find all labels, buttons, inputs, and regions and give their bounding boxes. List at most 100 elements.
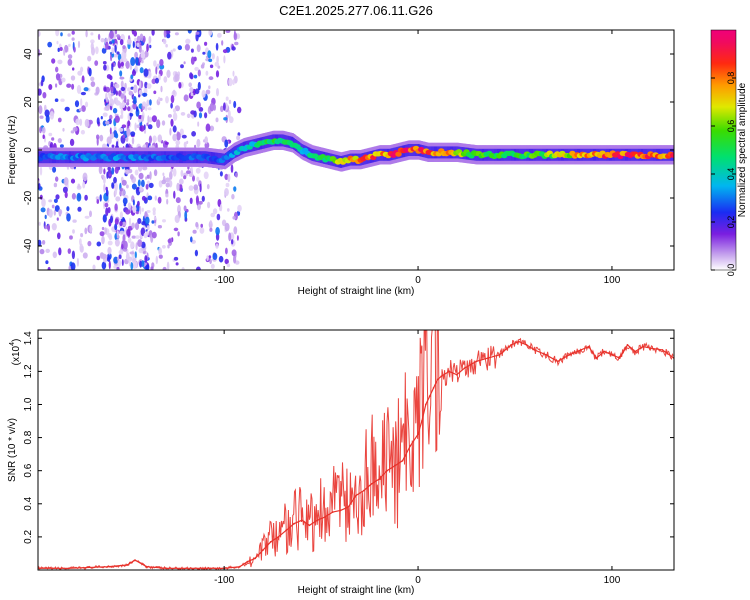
snr-data-point: [409, 445, 412, 447]
noise-speckle: [150, 266, 154, 270]
noise-speckle: [214, 61, 220, 67]
noise-speckle: [42, 126, 46, 134]
noise-speckle: [103, 201, 106, 210]
snr-data-point: [254, 557, 257, 560]
noise-speckle: [129, 251, 135, 255]
snr-data-point: [595, 357, 598, 359]
noise-speckle: [125, 252, 130, 261]
noise-speckle: [153, 216, 157, 221]
noise-speckle: [84, 118, 90, 128]
noise-speckle: [90, 81, 96, 87]
noise-speckle: [114, 239, 120, 247]
noise-speckle: [85, 30, 88, 38]
noise-speckle: [141, 114, 144, 122]
noise-speckle: [223, 55, 226, 64]
noise-speckle: [55, 176, 59, 182]
noise-speckle: [141, 195, 146, 201]
noise-speckle: [107, 255, 111, 262]
noise-speckle: [126, 38, 132, 45]
noise-speckle: [39, 194, 43, 200]
noise-speckle: [167, 114, 172, 118]
noise-speckle: [139, 126, 143, 131]
snr-data-point: [568, 353, 571, 356]
noise-speckle: [157, 225, 162, 229]
noise-speckle: [82, 252, 88, 259]
noise-speckle: [113, 126, 117, 132]
noise-speckle: [130, 174, 134, 180]
noise-speckle: [169, 127, 172, 136]
noise-speckle: [167, 244, 170, 249]
noise-speckle: [79, 243, 84, 252]
noise-speckle: [130, 86, 134, 90]
noise-speckle: [122, 58, 128, 63]
noise-speckle: [121, 101, 126, 109]
noise-speckle: [183, 205, 187, 212]
noise-speckle: [172, 125, 177, 133]
noise-speckle: [134, 51, 139, 59]
noise-speckle: [231, 46, 236, 51]
noise-speckle: [106, 96, 109, 103]
noise-speckle: [53, 209, 56, 216]
noise-speckle: [122, 134, 126, 139]
noise-speckle: [38, 239, 42, 247]
noise-speckle: [44, 104, 47, 112]
noise-speckle: [167, 238, 172, 244]
noise-speckle: [166, 261, 170, 270]
noise-speckle: [108, 260, 111, 270]
noise-speckle: [220, 105, 224, 113]
noise-speckle: [126, 228, 131, 237]
noise-speckle: [44, 225, 48, 230]
noise-speckle: [139, 33, 144, 42]
noise-speckle: [120, 93, 125, 99]
noise-speckle: [148, 135, 152, 144]
noise-speckle: [146, 83, 152, 89]
noise-speckle: [196, 44, 201, 53]
noise-speckle: [162, 219, 166, 223]
noise-speckle: [77, 183, 81, 189]
noise-speckle: [111, 182, 115, 189]
noise-speckle: [142, 92, 148, 97]
snr-y-multiplier-exponent: 4: [9, 342, 16, 346]
noise-speckle: [147, 124, 153, 130]
noise-speckle: [138, 94, 141, 98]
noise-speckle: [95, 196, 100, 201]
noise-speckle: [138, 44, 142, 53]
noise-speckle: [39, 115, 44, 119]
noise-speckle: [67, 54, 73, 59]
figure-title: C2E1.2025.277.06.11.G26: [279, 3, 433, 18]
snr-data-point: [448, 370, 450, 373]
noise-speckle: [59, 47, 63, 51]
noise-speckle: [149, 99, 152, 106]
noise-speckle: [117, 259, 122, 267]
noise-speckle: [119, 114, 123, 119]
noise-speckle: [149, 44, 152, 49]
noise-speckle: [165, 182, 170, 188]
noise-speckle: [227, 110, 231, 119]
snr-data-point: [165, 567, 167, 570]
noise-speckle: [143, 68, 149, 77]
noise-speckle: [173, 190, 176, 199]
noise-speckle: [48, 209, 53, 218]
noise-speckle: [84, 215, 90, 219]
snr-data-point: [355, 494, 357, 497]
snr-data-point: [68, 567, 70, 570]
noise-speckle: [195, 195, 199, 204]
noise-speckle: [195, 31, 200, 35]
noise-speckle: [200, 64, 205, 69]
noise-speckle: [66, 213, 71, 222]
noise-speckle: [221, 40, 224, 46]
noise-speckle: [59, 144, 64, 148]
snr-data-point: [238, 565, 241, 568]
noise-speckle: [90, 76, 95, 82]
noise-speckle: [51, 223, 57, 231]
noise-speckle: [145, 176, 148, 180]
snr-y-tick-label: 0.2: [23, 530, 34, 544]
noise-speckle: [38, 105, 43, 115]
noise-speckle: [142, 165, 148, 171]
noise-speckle: [209, 102, 215, 112]
noise-speckle: [230, 164, 234, 173]
noise-speckle: [72, 219, 77, 223]
noise-speckle: [163, 76, 168, 83]
noise-speckle: [170, 118, 174, 127]
noise-speckle: [151, 115, 157, 123]
